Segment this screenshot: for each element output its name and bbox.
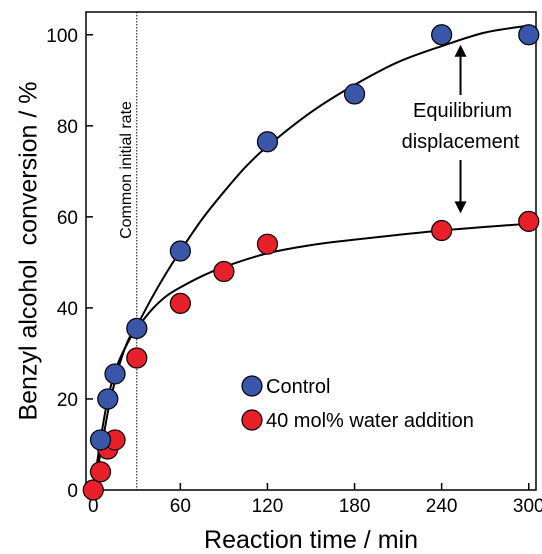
point-control — [518, 24, 540, 46]
x-tick-label: 120 — [252, 496, 284, 517]
point-control — [97, 388, 119, 410]
y-ticks: 0 20 40 60 80 100 — [46, 26, 93, 502]
annotation-line-2: displacement — [402, 131, 520, 153]
point-control — [169, 240, 191, 262]
point-control — [343, 83, 366, 105]
plot-frame — [85, 11, 537, 491]
legend-label-water: 40 mol% water addition — [266, 410, 474, 432]
point-control — [126, 317, 148, 339]
y-axis-title: Benzyl alcohol conversion / % — [15, 81, 43, 420]
data-points — [82, 24, 540, 501]
x-tick-label: 240 — [426, 496, 458, 517]
legend-label-control: Control — [266, 376, 330, 398]
y-tick-label: 0 — [67, 481, 78, 502]
initial-rate-line-group: Common initial rate — [118, 12, 138, 490]
point-water — [431, 219, 453, 242]
point-control — [256, 131, 279, 153]
point-water — [82, 479, 104, 501]
legend: Control 40 mol% water addition — [241, 375, 474, 432]
point-control — [431, 24, 453, 46]
point-water — [89, 461, 112, 483]
x-tick-label: 0 — [88, 496, 99, 517]
axes: 0 60 120 180 240 300 0 20 40 60 80 100 — [46, 11, 542, 517]
point-control — [89, 429, 112, 451]
annotation-line-1: Equilibrium — [413, 100, 512, 122]
point-water — [256, 233, 279, 255]
x-axis-title: Reaction time / min — [204, 526, 418, 554]
y-tick-label: 60 — [57, 208, 78, 229]
arrowhead-up-icon — [454, 44, 467, 57]
x-tick-label: 60 — [170, 496, 191, 517]
equilibrium-annotation: Equilibrium displacement — [402, 44, 520, 214]
point-water — [169, 292, 191, 314]
point-water — [518, 210, 540, 233]
arrowhead-down-icon — [454, 201, 467, 214]
x-tick-label: 300 — [513, 496, 542, 517]
fit-line-1 — [92, 222, 529, 491]
point-water — [126, 347, 148, 369]
x-ticks: 0 60 120 180 240 300 — [88, 483, 542, 517]
point-control — [104, 363, 126, 385]
y-tick-label: 100 — [46, 26, 78, 47]
x-tick-label: 180 — [339, 496, 371, 517]
legend-marker-control — [241, 375, 263, 397]
initial-rate-label: Common initial rate — [118, 101, 135, 239]
y-tick-label: 20 — [57, 390, 78, 411]
legend-marker-water — [241, 409, 263, 431]
y-tick-label: 40 — [57, 299, 78, 320]
point-water — [213, 260, 235, 283]
y-tick-label: 80 — [57, 117, 78, 138]
